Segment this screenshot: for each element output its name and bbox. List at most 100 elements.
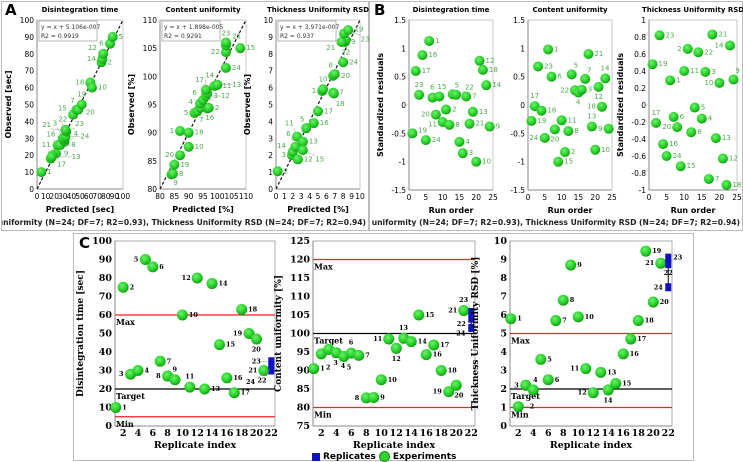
data-point	[434, 91, 445, 102]
point-label: 5	[134, 256, 139, 264]
y-tick-label: 100	[143, 72, 158, 81]
point-label: 17	[422, 67, 431, 75]
point-label: 23	[75, 120, 84, 128]
y-tick-label: 80	[99, 273, 113, 284]
point-label: 5	[547, 355, 552, 363]
x-tick-label: 80	[155, 192, 165, 201]
point-label: 1	[554, 45, 558, 53]
point-label: 15	[425, 311, 435, 319]
x-tick-label: 0	[526, 193, 531, 202]
y-tick-label: 7	[500, 292, 507, 303]
replicate-label: 22	[457, 320, 466, 328]
y-tick-label: 120	[290, 255, 310, 266]
data-point	[610, 377, 622, 389]
data-point	[46, 151, 57, 162]
point-label: 20	[662, 123, 671, 131]
data-point	[474, 55, 485, 66]
data-point	[527, 384, 539, 396]
data-point	[546, 71, 557, 82]
x-tick-label: 25	[488, 193, 498, 202]
point-label: 14	[603, 396, 613, 404]
point-label: 1	[435, 37, 439, 45]
y-tick-label: -0.5	[391, 129, 406, 138]
point-label: 15	[687, 162, 696, 170]
data-point	[308, 363, 320, 375]
x-tick-label: 20	[471, 193, 481, 202]
data-point	[410, 66, 421, 76]
x-tick-label: 2	[290, 192, 295, 201]
y-axis-label: Observed [sec]	[4, 70, 13, 138]
label-leader-line	[69, 137, 74, 141]
point-label: 8	[570, 296, 575, 304]
point-label: 6	[430, 84, 435, 92]
x-tick-label: 9	[349, 192, 354, 201]
point-label: 24	[432, 136, 441, 144]
x-tick-label: 12	[191, 428, 204, 439]
data-point	[297, 136, 308, 147]
equation-box	[161, 20, 221, 42]
point-label: 20	[660, 298, 670, 306]
point-label: 8	[71, 141, 75, 149]
data-point	[272, 166, 283, 177]
y-tick-label: 1	[641, 16, 646, 25]
x-tick-label: 70	[92, 192, 102, 201]
y-tick-label: 7	[268, 67, 273, 76]
x-tick-label: 10	[572, 428, 586, 439]
point-label: 17	[637, 335, 646, 343]
data-point	[451, 89, 462, 100]
y-tick-label: 6	[268, 84, 273, 93]
data-point	[444, 119, 455, 130]
y-tick-label: 0	[268, 185, 273, 194]
y-tick-label: 1	[268, 168, 273, 177]
y-tick-label: 95	[297, 347, 310, 358]
data-point	[206, 278, 218, 290]
point-label: 17	[57, 161, 66, 169]
point-label: 12	[486, 57, 495, 65]
y-tick-label: 10	[99, 403, 113, 414]
point-label: 7	[70, 97, 74, 105]
data-point	[313, 106, 323, 117]
point-label: 17	[652, 109, 661, 117]
point-label: 5	[574, 62, 578, 70]
data-point	[450, 379, 462, 391]
data-point	[590, 144, 601, 155]
point-label: 24	[349, 58, 358, 66]
data-point	[435, 365, 447, 376]
chart-title: Content uniformity	[165, 6, 241, 14]
point-label: 10	[704, 79, 713, 87]
data-point	[679, 66, 690, 76]
point-label: 13	[309, 138, 318, 146]
y-tick-label: -1.5	[510, 186, 525, 195]
data-point	[405, 336, 417, 348]
data-point	[183, 127, 194, 138]
x-tick-label: 0	[407, 193, 412, 202]
data-point	[430, 109, 441, 120]
point-label: 8	[455, 121, 459, 129]
data-point	[686, 127, 697, 138]
point-label: 13	[722, 134, 731, 142]
point-label: 2	[284, 167, 288, 175]
point-label: 20	[252, 346, 262, 354]
x-tick-label: 25	[732, 193, 742, 202]
x-axis-label: Replicate index	[353, 440, 436, 451]
data-point	[428, 339, 440, 351]
data-point	[200, 84, 211, 95]
point-label: 12	[594, 93, 603, 101]
y-tick-label: 3	[268, 134, 273, 143]
y-tick-label: 0.6	[634, 50, 646, 59]
y-tick-label: 0.5	[394, 73, 406, 82]
point-label: 12	[392, 355, 401, 363]
point-label: 10	[319, 75, 328, 83]
x-axis-label: Run order	[429, 206, 474, 215]
data-point	[505, 313, 517, 325]
data-point	[710, 133, 721, 144]
point-label: 14	[87, 55, 96, 63]
x-tick-label: 30	[58, 192, 68, 201]
r2-text: R2 = 0.937	[280, 33, 314, 40]
y-tick-label: 60	[24, 84, 34, 93]
y-tick-label: 0	[29, 185, 34, 194]
data-point	[139, 254, 151, 265]
y-axis-label: Observed [%]	[243, 74, 252, 135]
replicate-label: 22	[258, 377, 267, 385]
y-tick-label: 80	[24, 50, 34, 59]
